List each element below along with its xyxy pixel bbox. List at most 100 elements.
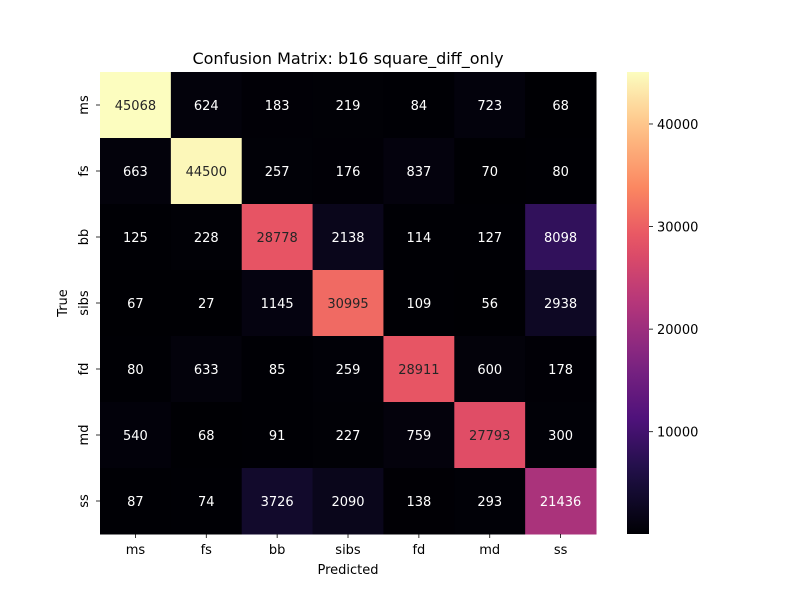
cell-value-label: 30995 xyxy=(327,297,368,312)
colorbar-tick-label: 20000 xyxy=(657,323,698,338)
y-tick-label: bb xyxy=(77,229,92,246)
heatmap-cell xyxy=(100,402,172,469)
cell-value-label: 85 xyxy=(269,363,286,378)
cell-value-label: 67 xyxy=(127,297,144,312)
cell-value-label: 723 xyxy=(477,99,502,114)
cell-value-label: 600 xyxy=(477,363,502,378)
cell-value-label: 125 xyxy=(123,231,148,246)
cell-value-label: 138 xyxy=(406,495,431,510)
heatmap-cell xyxy=(241,336,314,403)
colorbar-ticks: 10000 20000 30000 40000 xyxy=(649,118,698,441)
heatmap-cell xyxy=(312,138,384,205)
heatmap-cell xyxy=(383,138,455,205)
x-tick-label: fs xyxy=(201,543,213,558)
heatmap-cell xyxy=(170,138,243,205)
cell-value-label: 633 xyxy=(194,363,219,378)
cell-value-label: 68 xyxy=(198,429,215,444)
cell-value-label: 2090 xyxy=(331,495,364,510)
x-tick-label: bb xyxy=(269,543,286,558)
heatmap-cell xyxy=(241,72,314,139)
x-tick-label: ss xyxy=(554,543,568,558)
colorbar-gradient xyxy=(627,72,649,534)
cell-value-label: 759 xyxy=(406,429,431,444)
heatmap-cell xyxy=(525,468,597,535)
heatmap-cell xyxy=(100,138,172,205)
heatmap-cell xyxy=(383,270,455,337)
x-axis-ticks: ms fs bb sibs fd md ss xyxy=(126,534,568,558)
x-tick-label: ms xyxy=(126,543,146,558)
heatmap-cell xyxy=(525,138,597,205)
cell-value-label: 2138 xyxy=(331,231,364,246)
cell-value-label: 219 xyxy=(336,99,361,114)
cell-value-label: 27 xyxy=(198,297,215,312)
y-tick-label: ss xyxy=(77,494,92,508)
heatmap-cell xyxy=(454,138,526,205)
colorbar-tick-label: 30000 xyxy=(657,221,698,236)
heatmap-cell xyxy=(241,138,314,205)
heatmap-cell xyxy=(454,468,526,535)
heatmap-cell xyxy=(170,402,243,469)
heatmap-cell xyxy=(241,270,314,337)
heatmap-cell xyxy=(241,402,314,469)
cell-value-label: 540 xyxy=(123,429,148,444)
x-tick-label: sibs xyxy=(335,543,361,558)
heatmap-cell xyxy=(383,204,455,271)
cell-value-label: 257 xyxy=(265,165,290,180)
heatmap-cell xyxy=(525,72,597,139)
colorbar: 10000 20000 30000 40000 xyxy=(627,72,698,534)
cell-value-label: 227 xyxy=(336,429,361,444)
y-axis-ticks: ms fs bb sibs fd md ss xyxy=(77,95,100,508)
cell-value-label: 178 xyxy=(548,363,573,378)
heatmap-cell xyxy=(241,468,314,535)
heatmap-cell xyxy=(383,72,455,139)
colorbar-tick-label: 10000 xyxy=(657,426,698,441)
x-axis-label: Predicted xyxy=(317,563,378,578)
cell-value-label: 114 xyxy=(406,231,431,246)
heatmap-cell xyxy=(383,402,455,469)
cell-value-label: 21436 xyxy=(540,495,581,510)
y-axis-label: True xyxy=(56,289,71,318)
cell-value-label: 44500 xyxy=(186,165,227,180)
cell-value-label: 300 xyxy=(548,429,573,444)
heatmap-cell xyxy=(312,402,384,469)
cell-value-label: 28778 xyxy=(256,231,297,246)
heatmap-cell xyxy=(454,336,526,403)
cell-value-label: 228 xyxy=(194,231,219,246)
cell-value-label: 80 xyxy=(552,165,569,180)
heatmap-cell xyxy=(454,402,526,469)
heatmap-cell xyxy=(525,204,597,271)
heatmap-cell xyxy=(525,402,597,469)
cell-value-label: 176 xyxy=(336,165,361,180)
cell-value-label: 56 xyxy=(481,297,498,312)
cell-value-label: 293 xyxy=(477,495,502,510)
heatmap-cell xyxy=(525,336,597,403)
cell-value-label: 87 xyxy=(127,495,144,510)
cell-value-label: 663 xyxy=(123,165,148,180)
heatmap-cell xyxy=(100,336,172,403)
heatmap-cell xyxy=(383,336,455,403)
y-tick-label: ms xyxy=(77,95,92,115)
heatmap-cell xyxy=(383,468,455,535)
cell-value-label: 837 xyxy=(406,165,431,180)
heatmap-cell xyxy=(100,468,172,535)
heatmap-cell xyxy=(100,204,172,271)
heatmap-cell xyxy=(312,72,384,139)
heatmap-cell xyxy=(525,270,597,337)
cell-value-label: 91 xyxy=(269,429,286,444)
cell-value-label: 2938 xyxy=(544,297,577,312)
heatmap-cell xyxy=(170,72,243,139)
colorbar-tick-label: 40000 xyxy=(657,118,698,133)
cell-value-label: 28911 xyxy=(398,363,439,378)
cell-value-label: 109 xyxy=(406,297,431,312)
y-tick-label: fd xyxy=(77,363,92,376)
heatmap-cell xyxy=(170,468,243,535)
chart-title: Confusion Matrix: b16 square_diff_only xyxy=(192,49,503,69)
cell-value-label: 80 xyxy=(127,363,144,378)
cell-value-label: 84 xyxy=(411,99,428,114)
cell-value-label: 1145 xyxy=(261,297,294,312)
heatmap-cell xyxy=(170,336,243,403)
heatmap-cell xyxy=(100,72,172,139)
y-tick-label: md xyxy=(77,425,92,446)
y-tick-label: fs xyxy=(77,165,92,177)
